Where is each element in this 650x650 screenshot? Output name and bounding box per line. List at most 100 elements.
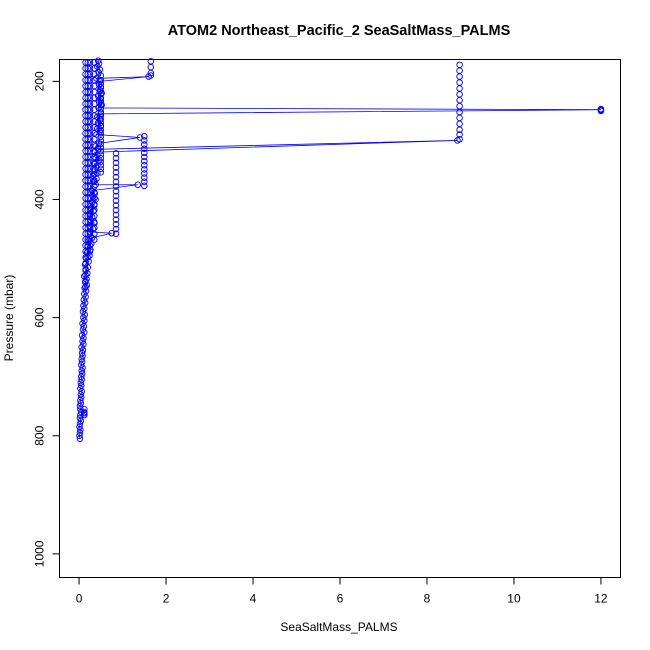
data-point [141, 141, 148, 148]
data-point [141, 166, 148, 173]
data-point [112, 187, 120, 195]
data-point [97, 108, 105, 116]
data-point [147, 69, 155, 77]
data-point [112, 159, 120, 167]
data-point [112, 202, 120, 209]
data-point [141, 182, 148, 190]
data-point [112, 225, 120, 233]
x-tick-label: 12 [594, 592, 608, 606]
data-point [456, 102, 463, 110]
data-point [108, 229, 115, 237]
data-point [97, 169, 105, 176]
y-tick-label: 600 [33, 307, 47, 327]
data-point [97, 76, 105, 84]
series-lines [79, 60, 601, 439]
data-point [141, 170, 148, 177]
data-point [456, 108, 463, 116]
data-point [97, 147, 105, 155]
data-point [141, 174, 148, 181]
data-point [112, 211, 120, 219]
data-point [82, 283, 89, 291]
data-point [112, 178, 120, 186]
data-point [141, 137, 148, 144]
data-point [136, 134, 144, 141]
x-tick-label: 6 [337, 592, 344, 606]
x-tick-label: 2 [163, 592, 170, 606]
data-point [97, 98, 105, 105]
data-point [112, 154, 120, 162]
data-point [456, 131, 463, 138]
data-point [112, 230, 120, 237]
data-point [95, 60, 103, 67]
data-point [141, 178, 148, 186]
data-point [112, 150, 120, 157]
data-point [112, 206, 120, 214]
data-point [147, 63, 155, 71]
data-point [141, 133, 148, 140]
data-point [84, 254, 92, 261]
data-point [112, 183, 120, 190]
x-tick-label: 8 [424, 592, 431, 606]
x-tick-label: 0 [76, 592, 83, 606]
y-tick-label: 200 [33, 71, 47, 91]
data-point [134, 181, 142, 188]
data-point [456, 79, 463, 86]
data-point [112, 173, 120, 181]
plot-frame [59, 59, 621, 578]
data-point [456, 85, 463, 92]
data-point [97, 122, 105, 130]
y-tick-label: 1000 [33, 540, 47, 567]
data-point [97, 161, 105, 169]
y-tick-label: 400 [33, 189, 47, 209]
x-tick-label: 10 [507, 592, 521, 606]
series-points [76, 57, 605, 442]
data-point [94, 57, 102, 64]
data-point [97, 133, 105, 141]
data-point [97, 101, 105, 109]
data-point [456, 126, 463, 134]
data-point [97, 84, 105, 91]
data-point [112, 164, 120, 171]
data-point [141, 161, 148, 169]
data-point [81, 411, 88, 419]
x-axis: 0 2 4 6 8 10 12 [76, 577, 608, 606]
y-axis-label: Pressure (mbar) [2, 275, 16, 362]
y-axis: 200 400 600 800 1000 [33, 71, 60, 567]
data-point [97, 137, 105, 144]
data-point [456, 120, 463, 128]
data-point [97, 158, 105, 165]
data-point [141, 153, 148, 161]
data-point [97, 94, 105, 102]
data-point [456, 73, 463, 80]
data-point [456, 67, 463, 74]
chart-title: ATOM2 Northeast_Pacific_2 SeaSaltMass_PA… [168, 23, 511, 39]
data-point [97, 87, 105, 95]
data-point [112, 192, 120, 200]
data-point [95, 69, 102, 76]
data-point [97, 119, 105, 126]
data-point [597, 107, 605, 115]
data-point [97, 130, 105, 137]
data-point [456, 91, 463, 98]
data-point [97, 105, 105, 112]
data-point [76, 414, 84, 422]
data-point [141, 149, 148, 157]
data-point [456, 114, 463, 122]
data-point [97, 140, 105, 148]
data-point [112, 216, 120, 223]
data-point [97, 80, 105, 87]
data-point [97, 115, 105, 123]
y-tick-label: 800 [33, 425, 47, 445]
data-point [141, 145, 148, 152]
data-point [97, 151, 105, 158]
data-point [97, 112, 105, 119]
x-axis-label: SeaSaltMass_PALMS [280, 620, 397, 634]
series-line [79, 60, 601, 439]
x-tick-label: 4 [250, 592, 257, 606]
data-point [86, 248, 94, 255]
data-point [76, 423, 83, 431]
data-point [456, 61, 463, 69]
data-point [97, 91, 105, 98]
data-point [91, 236, 98, 243]
